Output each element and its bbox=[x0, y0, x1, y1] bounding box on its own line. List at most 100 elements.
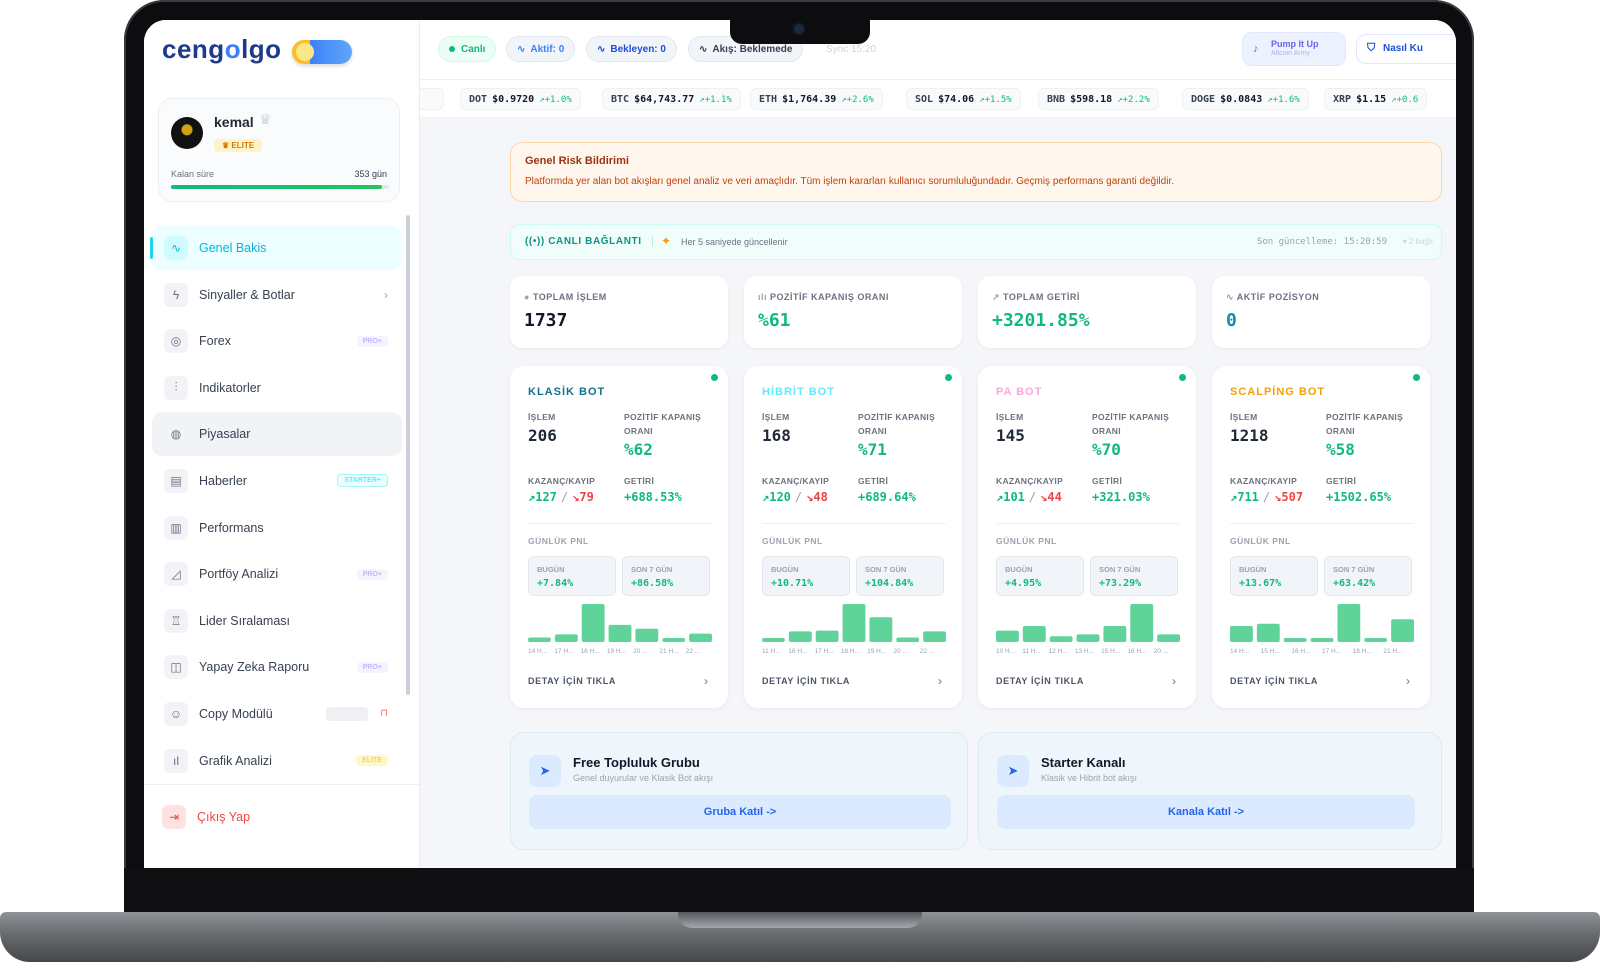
pnl-bar[interactable] bbox=[1256, 623, 1280, 642]
sidebar-item-indikatorler[interactable]: ⫶ Indikatorler bbox=[152, 366, 402, 410]
win-count: 127 bbox=[535, 490, 557, 504]
stat-card: ılı POZİTİF KAPANIŞ ORANI %61 bbox=[744, 276, 962, 348]
pnl-bar[interactable] bbox=[608, 624, 632, 642]
user-card[interactable]: kemal ♛ ♛ ELITE Kalan süre 353 gün bbox=[158, 98, 400, 202]
pnl-bar[interactable] bbox=[996, 630, 1019, 642]
ticker-item-bnb[interactable]: BNB $598.18 ↗+2.2% bbox=[1038, 88, 1159, 110]
shield-icon: ⛉ bbox=[1367, 42, 1376, 54]
chevron-right-icon: › bbox=[938, 674, 942, 688]
win-loss: ↗127/↘79 bbox=[528, 490, 594, 504]
main-content: Genel Risk Bildirimi Platformda yer alan… bbox=[420, 118, 1456, 868]
laptop-base bbox=[0, 912, 1600, 962]
how-it-works-button[interactable]: ⛉ Nasıl Ku bbox=[1356, 34, 1456, 64]
pnl-bar[interactable] bbox=[554, 634, 578, 642]
stat-label: ● TOPLAM İŞLEM bbox=[524, 292, 607, 302]
ticker-item-doge[interactable]: DOGE $0.0843 ↗+1.6% bbox=[1182, 88, 1309, 110]
pnl-bar[interactable] bbox=[815, 630, 839, 642]
bot-card-hi-bri-t-bot[interactable]: HİBRİT BOT İŞLEM 168 POZİTİF KAPANIŞ ORANI%… bbox=[744, 366, 962, 708]
sidebar-item-haberler[interactable]: ▤ Haberler STARTER+ bbox=[152, 459, 402, 503]
ticker-price: $0.9720 bbox=[492, 94, 535, 105]
bot-title: PA BOT bbox=[996, 386, 1043, 398]
detail-link[interactable]: DETAY İÇİN TIKLA bbox=[996, 676, 1084, 686]
live-label: Canlı bbox=[461, 43, 486, 55]
pnl-bar[interactable] bbox=[1130, 604, 1154, 642]
chevron-right-icon: › bbox=[1406, 674, 1410, 688]
sidebar-item-sinyaller-botlar[interactable]: ϟ Sinyaller & Botlar › bbox=[152, 273, 402, 317]
pnl-bar[interactable] bbox=[762, 638, 785, 642]
sidebar-item-genel-bakis[interactable]: ∿ Genel Bakis bbox=[150, 226, 402, 270]
sidebar-item-portf-y-analizi[interactable]: ◿ Portföy Analizi PRO+ bbox=[152, 552, 402, 596]
pnl-bar[interactable] bbox=[581, 604, 605, 642]
plan-badge: PRO+ bbox=[356, 568, 388, 580]
ticker-item-xrp[interactable]: XRP $1.15 ↗+0.6 bbox=[1324, 88, 1428, 110]
today-box: BUGÜN +10.71% bbox=[762, 556, 850, 596]
sidebar-item-lider-s-ralamas[interactable]: ♖ Lider Sıralaması bbox=[152, 599, 402, 643]
sidebar-item-label: Yapay Zeka Raporu bbox=[199, 660, 310, 675]
sidebar-scrollbar[interactable] bbox=[406, 215, 410, 695]
bekleyen-pill[interactable]: ∿ Bekleyen: 0 bbox=[586, 36, 677, 62]
sidebar-item-yapay-zeka-raporu[interactable]: ◫ Yapay Zeka Raporu PRO+ bbox=[152, 645, 402, 689]
pnl-bar[interactable] bbox=[1310, 638, 1334, 642]
sidebar-item-piyasalar[interactable]: ◍ Piyasalar bbox=[152, 412, 402, 457]
remaining-label: Kalan süre bbox=[171, 169, 215, 179]
today-box: BUGÜN +13.67% bbox=[1230, 556, 1318, 596]
sidebar-item-label: Sinyaller & Botlar bbox=[199, 287, 295, 302]
ticker-item-btc[interactable]: BTC $64,743.77 ↗+1.1% bbox=[602, 88, 741, 110]
pnl-bar[interactable] bbox=[896, 637, 920, 642]
pnl-bar[interactable] bbox=[1076, 634, 1100, 642]
pnl-bar[interactable] bbox=[1391, 619, 1414, 642]
pnl-bar[interactable] bbox=[1337, 604, 1361, 642]
detail-link[interactable]: DETAY İÇİN TIKLA bbox=[762, 676, 850, 686]
plan-badge: STARTER+ bbox=[337, 474, 388, 488]
sidebar-item-grafik-analizi[interactable]: ıl Grafik Analizi ELITE bbox=[152, 739, 402, 783]
ticker-item-sol[interactable]: SOL $74.06 ↗+1.5% bbox=[906, 88, 1021, 110]
pnl-bar[interactable] bbox=[662, 638, 686, 642]
bekleyen-label: Bekleyen: 0 bbox=[610, 43, 666, 55]
detail-link[interactable]: DETAY İÇİN TIKLA bbox=[1230, 676, 1318, 686]
pozitif-label: POZİTİF KAPANIŞ ORANI bbox=[1326, 412, 1404, 436]
pump-it-up-button[interactable]: ♪ Pump It Up Altcoin Army bbox=[1242, 32, 1346, 66]
sidebar-item-performans[interactable]: ▥ Performans bbox=[152, 506, 402, 550]
pnl-bar[interactable] bbox=[1157, 634, 1180, 642]
ticker-item-dot[interactable]: DOT $0.9720 ↗+1.0% bbox=[460, 88, 581, 110]
camera-notch bbox=[730, 20, 870, 44]
ticker-item[interactable] bbox=[420, 88, 444, 110]
trend-down-icon: ↘ bbox=[1040, 490, 1048, 504]
detail-link[interactable]: DETAY İÇİN TIKLA bbox=[528, 676, 616, 686]
theme-toggle[interactable] bbox=[292, 40, 352, 64]
kazanc-kayip-label: KAZANÇ/KAYIP bbox=[1230, 476, 1298, 486]
sidebar-item-copy-mod-l[interactable]: ☺ Copy Modülü ⊓ bbox=[152, 692, 402, 736]
pnl-date-label: 19 H... bbox=[867, 648, 887, 655]
pnl-bar[interactable] bbox=[528, 637, 551, 642]
pnl-bar[interactable] bbox=[788, 631, 812, 642]
aktif-pill[interactable]: ∿ Aktif: 0 bbox=[506, 36, 576, 62]
win-loss: ↗101/↘44 bbox=[996, 490, 1062, 504]
live-status-pill[interactable]: Canlı bbox=[438, 36, 497, 62]
pnl-bar[interactable] bbox=[869, 617, 893, 642]
islem-label: İŞLEM bbox=[1230, 412, 1258, 422]
bot-card-klasi-k-bot[interactable]: KLASİK BOT İŞLEM 206 POZİTİF KAPANIŞ ORANI%… bbox=[510, 366, 728, 708]
brand-logo[interactable]: cengolgo bbox=[162, 34, 282, 64]
pnl-bar[interactable] bbox=[1283, 638, 1307, 642]
stat-value: 1737 bbox=[524, 310, 568, 331]
pnl-bar[interactable] bbox=[842, 604, 866, 642]
bot-card-pa-bot[interactable]: PA BOT İŞLEM 145 POZİTİF KAPANIŞ ORANI %70 KA… bbox=[978, 366, 1196, 708]
sidebar-item-label: Portföy Analizi bbox=[199, 567, 279, 582]
ticker-symbol: SOL bbox=[915, 94, 934, 105]
pnl-bar[interactable] bbox=[1022, 626, 1046, 642]
pnl-bar[interactable] bbox=[635, 628, 659, 642]
join-button[interactable]: Kanala Katıl -> bbox=[997, 795, 1415, 829]
sidebar-item-forex[interactable]: ◎ Forex PRO+ bbox=[152, 319, 402, 363]
logout-button[interactable]: ⇥ Çıkış Yap bbox=[162, 805, 250, 829]
ticker-item-eth[interactable]: ETH $1,764.39 ↗+2.6% bbox=[750, 88, 883, 110]
pnl-bar[interactable] bbox=[1103, 626, 1127, 642]
pnl-bar[interactable] bbox=[1049, 636, 1073, 642]
pnl-bar[interactable] bbox=[1364, 638, 1388, 642]
pnl-bar[interactable] bbox=[689, 633, 712, 642]
pnl-bar[interactable] bbox=[923, 631, 946, 642]
bot-card-scalpi-ng-bot[interactable]: SCALPİNG BOT İŞLEM 1218 POZİTİF KAPANIŞ ORA… bbox=[1212, 366, 1430, 708]
pnl-bar[interactable] bbox=[1230, 626, 1253, 642]
trend-down-icon: ↘ bbox=[572, 490, 580, 504]
join-button[interactable]: Gruba Katıl -> bbox=[529, 795, 951, 829]
trend-down-icon: ↘ bbox=[806, 490, 814, 504]
